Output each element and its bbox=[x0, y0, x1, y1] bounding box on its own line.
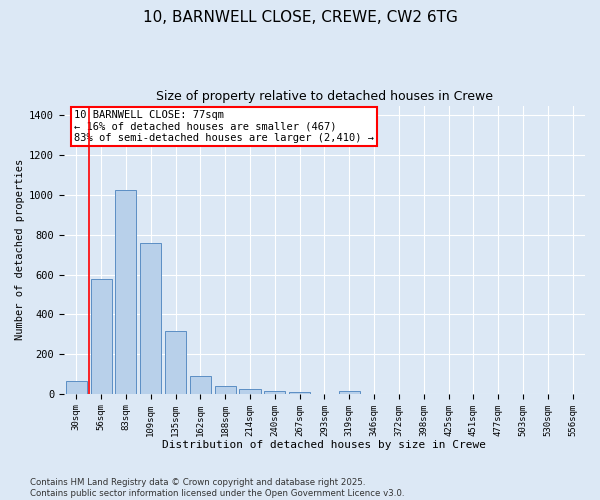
Bar bbox=[115, 190, 136, 394]
Bar bbox=[289, 392, 310, 394]
Bar bbox=[190, 376, 211, 394]
Bar bbox=[264, 391, 286, 394]
Bar bbox=[239, 390, 260, 394]
Bar bbox=[215, 386, 236, 394]
Bar bbox=[66, 381, 87, 394]
Y-axis label: Number of detached properties: Number of detached properties bbox=[15, 159, 25, 340]
Text: 10 BARNWELL CLOSE: 77sqm
← 16% of detached houses are smaller (467)
83% of semi-: 10 BARNWELL CLOSE: 77sqm ← 16% of detach… bbox=[74, 110, 374, 143]
Text: 10, BARNWELL CLOSE, CREWE, CW2 6TG: 10, BARNWELL CLOSE, CREWE, CW2 6TG bbox=[143, 10, 457, 25]
Bar bbox=[140, 242, 161, 394]
Bar bbox=[339, 392, 360, 394]
Title: Size of property relative to detached houses in Crewe: Size of property relative to detached ho… bbox=[156, 90, 493, 103]
Bar bbox=[91, 278, 112, 394]
Text: Contains HM Land Registry data © Crown copyright and database right 2025.
Contai: Contains HM Land Registry data © Crown c… bbox=[30, 478, 404, 498]
Bar bbox=[165, 331, 186, 394]
X-axis label: Distribution of detached houses by size in Crewe: Distribution of detached houses by size … bbox=[163, 440, 487, 450]
